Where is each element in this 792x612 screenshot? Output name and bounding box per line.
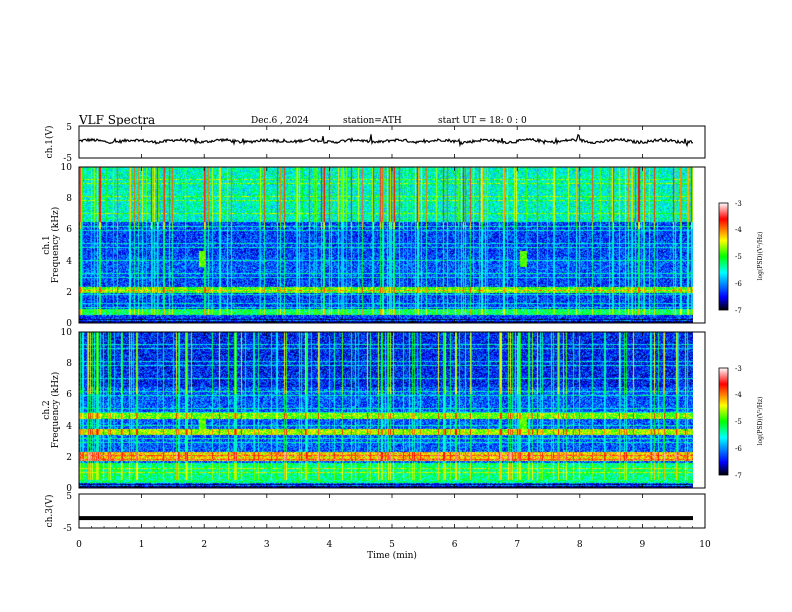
ch2-cbar-tick-m3: -3 [735, 365, 742, 373]
ch1-spectrogram-image [79, 167, 693, 323]
ch2-ytick-8: 8 [66, 359, 72, 369]
ch2-ytick-6: 6 [66, 390, 72, 400]
ch2-colorbar-label: log(PSD)(V²/Hz) [757, 397, 764, 446]
ch2-cbar-tick-m5: -5 [735, 418, 742, 426]
ch1-colorbar-gradient [718, 202, 729, 311]
ch1-ytick-6: 6 [66, 225, 72, 235]
ch1-ytick-bottom: -5 [63, 154, 72, 164]
date-label: Dec.6 , 2024 [251, 116, 309, 126]
x-tick-label: 1 [139, 540, 145, 550]
x-tick-label: 9 [640, 540, 646, 550]
ch3-waveform-ylabel: ch.3(V) [44, 495, 55, 528]
time-axis-label: Time (min) [367, 550, 417, 561]
ch1-waveform-trace [78, 133, 694, 148]
ch1-spectrogram-label: ch.1 [42, 235, 52, 254]
station-label: station=ATH [343, 116, 402, 126]
x-tick-label: 3 [264, 540, 270, 550]
ch2-cbar-tick-m4: -4 [735, 391, 742, 399]
start-time-label: start UT = 18: 0 : 0 [438, 116, 527, 126]
ch2-cbar-tick-m7: -7 [735, 472, 742, 480]
time-axis: 0 1 2 3 4 5 6 7 8 9 10 [76, 126, 711, 550]
ch1-waveform-frame [78, 125, 706, 159]
chart-title: VLF Spectra [79, 113, 156, 127]
ch2-colorbar-gradient [718, 367, 729, 476]
x-tick-label: 6 [452, 540, 458, 550]
ch2-spectrogram-label: ch.2 [42, 400, 52, 419]
ch2-spectrogram-panel: 10 8 6 4 2 0 ch.2 Frequency (kHz) [42, 328, 706, 494]
ch2-colorbar: -3 -4 -5 -6 -7 log(PSD)(V²/Hz) [718, 365, 764, 480]
ch1-waveform-ylabel: ch.1(V) [44, 126, 55, 159]
ch2-ytick-2: 2 [66, 453, 72, 463]
ch3-ytick-bottom: -5 [63, 524, 72, 534]
ch2-ytick-10: 10 [61, 328, 73, 338]
ch2-ytick-4: 4 [66, 422, 72, 432]
ch1-ytick-4: 4 [66, 257, 72, 267]
ch1-colorbar: -3 -4 -5 -6 -7 log(PSD)(V²/Hz) [718, 200, 764, 315]
ch3-waveform-trace [79, 516, 693, 521]
ch1-ytick-2: 2 [66, 288, 72, 298]
x-tick-label: 4 [327, 540, 333, 550]
x-tick-label: 5 [389, 540, 395, 550]
x-tick-label: 7 [514, 540, 520, 550]
ch1-ytick-0: 0 [66, 319, 72, 329]
x-tick-label: 2 [201, 540, 207, 550]
ch2-cbar-tick-m6: -6 [735, 445, 742, 453]
x-tick-label: 8 [577, 540, 583, 550]
ch1-cbar-tick-m4: -4 [735, 226, 742, 234]
ch1-cbar-tick-m3: -3 [735, 200, 742, 208]
ch3-waveform-frame [78, 493, 706, 529]
ch1-frequency-label: Frequency (kHz) [50, 207, 61, 284]
x-tick-label: 10 [699, 540, 711, 550]
ch1-waveform-panel: 5 -5 ch.1(V) [44, 123, 706, 164]
ch2-ytick-0: 0 [66, 484, 72, 494]
ch2-frequency-label: Frequency (kHz) [50, 372, 61, 449]
ch1-cbar-tick-m6: -6 [735, 280, 742, 288]
ch1-ytick-10: 10 [61, 163, 73, 173]
ch1-colorbar-label: log(PSD)(V²/Hz) [757, 232, 764, 281]
x-tick-label: 0 [76, 540, 82, 550]
ch2-spectrogram-image [79, 332, 693, 488]
ch1-cbar-tick-m7: -7 [735, 307, 742, 315]
ch1-ytick-8: 8 [66, 194, 72, 204]
ch3-ytick-top: 5 [66, 492, 72, 502]
ch1-cbar-tick-m5: -5 [735, 253, 742, 261]
ch3-waveform-panel: 5 -5 ch.3(V) [44, 492, 706, 534]
ch1-ytick-top: 5 [66, 123, 72, 133]
ch1-spectrogram-panel: 10 8 6 4 2 0 ch.1 Frequency (kHz) [42, 163, 706, 329]
